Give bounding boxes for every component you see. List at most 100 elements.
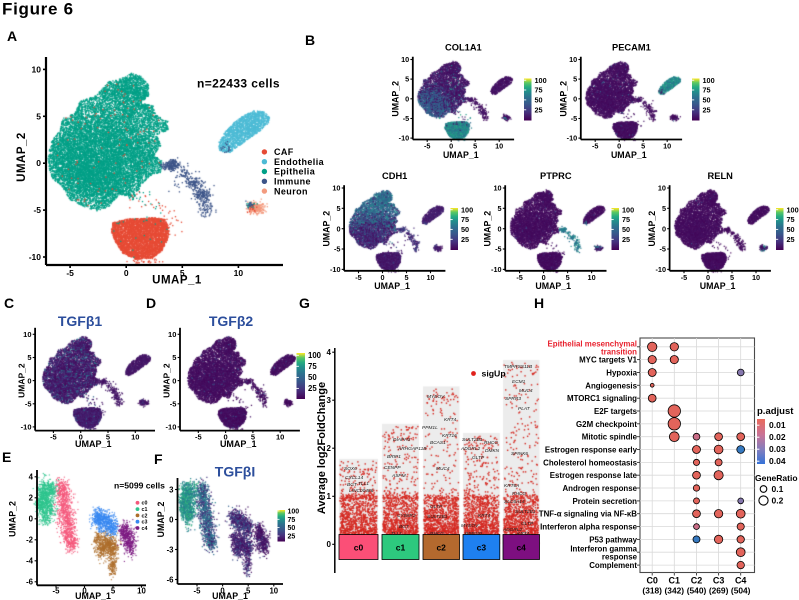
svg-text:E2F targets: E2F targets [594, 407, 638, 416]
svg-text:Estrogen response early: Estrogen response early [545, 446, 638, 455]
svg-text:5: 5 [106, 433, 110, 442]
svg-text:GLTP: GLTP [472, 455, 485, 461]
svg-text:5: 5 [180, 268, 185, 278]
svg-text:0: 0 [449, 142, 453, 151]
svg-text:Figure 6: Figure 6 [2, 0, 74, 19]
svg-text:KRT6A: KRT6A [504, 483, 519, 489]
svg-text:RHCG: RHCG [484, 440, 498, 446]
svg-text:C3: C3 [713, 576, 725, 586]
svg-text:TGFβ1: TGFβ1 [58, 313, 103, 329]
svg-text:PTPRC: PTPRC [540, 171, 572, 181]
svg-text:c1: c1 [396, 543, 406, 553]
svg-text:PLAT: PLAT [518, 406, 531, 412]
svg-text:H: H [534, 295, 544, 311]
svg-text:-10: -10 [21, 423, 32, 432]
svg-text:5: 5 [172, 353, 176, 362]
svg-text:0.1: 0.1 [772, 484, 784, 494]
svg-text:5: 5 [641, 142, 645, 151]
svg-text:75: 75 [288, 517, 296, 524]
svg-text:10: 10 [493, 184, 501, 193]
svg-text:25: 25 [461, 235, 469, 244]
svg-text:100: 100 [622, 205, 634, 214]
svg-text:ADGRL2: ADGRL2 [502, 527, 523, 533]
svg-text:10: 10 [332, 184, 340, 193]
svg-text:5: 5 [27, 353, 31, 362]
svg-text:2: 2 [327, 444, 332, 453]
svg-text:50: 50 [308, 373, 317, 382]
svg-text:SULT2B1: SULT2B1 [462, 437, 483, 443]
svg-text:100: 100 [787, 205, 799, 214]
svg-text:UMAP_2: UMAP_2 [8, 501, 18, 537]
svg-text:3: 3 [169, 485, 174, 494]
svg-text:4: 4 [327, 348, 332, 357]
svg-text:100: 100 [535, 76, 547, 85]
svg-text:C: C [4, 295, 14, 311]
svg-text:-5: -5 [495, 245, 502, 254]
svg-text:UMAP_2: UMAP_2 [162, 363, 172, 398]
svg-text:UMAP_2: UMAP_2 [558, 81, 568, 117]
svg-text:75: 75 [622, 215, 630, 224]
svg-text:GLTP: GLTP [430, 504, 443, 510]
svg-text:Average log2FoldChange: Average log2FoldChange [316, 382, 328, 514]
svg-text:TLL1: TLL1 [358, 481, 369, 487]
svg-text:0: 0 [542, 273, 546, 282]
svg-text:ARHGAP11B: ARHGAP11B [397, 446, 427, 452]
svg-text:KRT4: KRT4 [444, 417, 457, 423]
svg-text:50: 50 [288, 525, 296, 532]
svg-text:transition: transition [601, 347, 637, 356]
svg-text:c4: c4 [516, 543, 526, 553]
svg-text:10: 10 [32, 64, 42, 74]
svg-text:10: 10 [426, 273, 434, 282]
svg-text:5: 5 [498, 204, 502, 213]
svg-text:c1: c1 [142, 507, 148, 513]
svg-text:0: 0 [124, 268, 129, 278]
svg-text:UMAP_2: UMAP_2 [156, 502, 166, 538]
svg-text:0: 0 [405, 94, 409, 103]
svg-text:Estrogen response late: Estrogen response late [550, 471, 638, 480]
svg-text:5: 5 [573, 75, 577, 84]
svg-text:ECM1: ECM1 [512, 379, 526, 385]
svg-text:COL1A1: COL1A1 [445, 43, 482, 53]
svg-text:75: 75 [535, 86, 543, 95]
svg-text:UMAP_1: UMAP_1 [75, 439, 112, 449]
svg-text:0: 0 [82, 587, 87, 596]
svg-text:UMAP_2: UMAP_2 [483, 211, 493, 247]
svg-text:0: 0 [27, 376, 31, 385]
svg-text:MTORC1 signaling: MTORC1 signaling [567, 394, 637, 403]
svg-text:GeneRatio: GeneRatio [755, 473, 798, 483]
svg-text:MUC4: MUC4 [519, 388, 533, 394]
svg-text:-5: -5 [592, 142, 599, 151]
svg-text:CAF: CAF [274, 147, 294, 157]
svg-text:-5: -5 [66, 268, 74, 278]
svg-text:ASPM: ASPM [391, 473, 406, 479]
svg-text:P53 pathway: P53 pathway [589, 535, 637, 544]
svg-text:BCAS1: BCAS1 [430, 440, 446, 446]
svg-text:F: F [154, 451, 163, 467]
svg-text:-10: -10 [166, 423, 177, 432]
svg-text:Androgen response: Androgen response [562, 484, 637, 493]
svg-text:-5: -5 [170, 399, 177, 408]
svg-text:-6: -6 [26, 578, 34, 587]
svg-text:10: 10 [131, 433, 139, 442]
svg-text:Mitotic spindle: Mitotic spindle [582, 433, 638, 442]
svg-text:Interferon gamma: Interferon gamma [570, 545, 637, 554]
svg-text:G: G [299, 295, 310, 311]
svg-text:25: 25 [622, 235, 630, 244]
svg-text:0: 0 [380, 273, 384, 282]
svg-text:-5: -5 [195, 433, 202, 442]
svg-text:MUC4: MUC4 [436, 466, 450, 472]
svg-text:0.04: 0.04 [769, 456, 786, 466]
svg-text:CDH1: CDH1 [382, 171, 407, 181]
svg-text:75: 75 [703, 86, 711, 95]
svg-text:LINC00486: LINC00486 [349, 488, 374, 494]
svg-text:SLC6A14: SLC6A14 [504, 499, 525, 505]
svg-text:RHCG: RHCG [512, 491, 526, 497]
svg-text:MYC targets V1: MYC targets V1 [579, 356, 637, 365]
svg-text:C0: C0 [646, 576, 658, 586]
svg-text:sigUp: sigUp [482, 369, 506, 379]
svg-text:TGFβ2: TGFβ2 [209, 313, 254, 329]
svg-text:0.03: 0.03 [769, 444, 786, 454]
svg-text:10: 10 [276, 433, 284, 442]
svg-text:TLL1: TLL1 [391, 531, 402, 537]
svg-text:75: 75 [461, 215, 469, 224]
